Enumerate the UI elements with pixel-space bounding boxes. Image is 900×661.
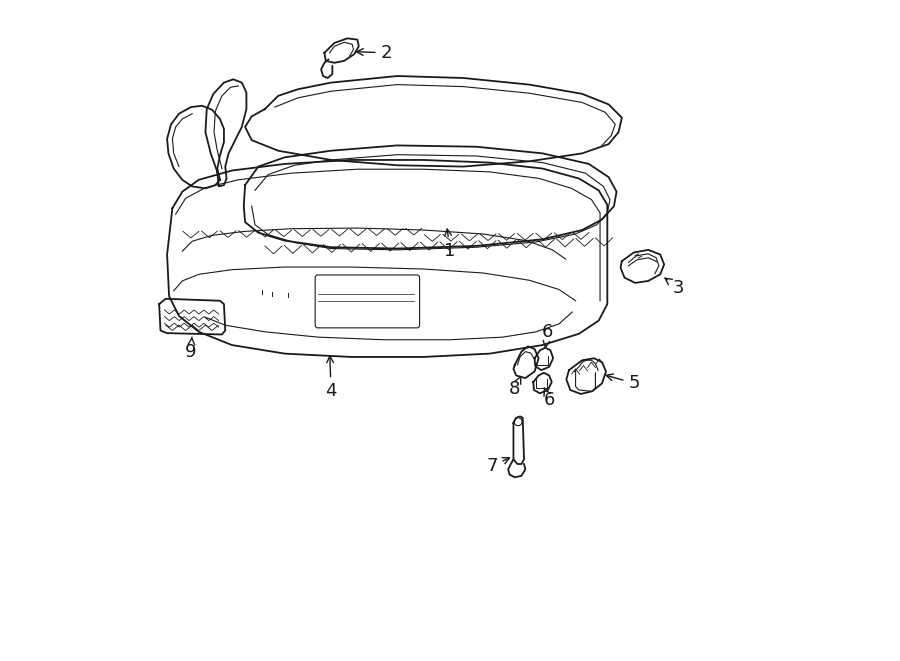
Polygon shape (535, 348, 554, 370)
FancyBboxPatch shape (315, 275, 419, 328)
Text: 2: 2 (356, 44, 392, 62)
Polygon shape (566, 358, 606, 394)
Text: 8: 8 (509, 377, 521, 398)
Text: 3: 3 (665, 278, 684, 297)
Polygon shape (159, 299, 225, 334)
Text: 5: 5 (607, 374, 640, 393)
Polygon shape (534, 373, 552, 393)
Text: 6: 6 (544, 388, 554, 409)
Text: 6: 6 (542, 323, 554, 348)
Text: 1: 1 (445, 229, 455, 260)
Text: 9: 9 (185, 337, 196, 361)
Polygon shape (514, 346, 538, 378)
Polygon shape (514, 416, 524, 464)
Polygon shape (167, 106, 224, 188)
Polygon shape (620, 250, 664, 283)
Text: 4: 4 (325, 356, 337, 401)
Polygon shape (167, 160, 608, 357)
Polygon shape (205, 79, 247, 186)
Polygon shape (244, 145, 616, 249)
Polygon shape (324, 38, 359, 63)
Polygon shape (245, 76, 622, 167)
Text: 7: 7 (486, 457, 509, 475)
